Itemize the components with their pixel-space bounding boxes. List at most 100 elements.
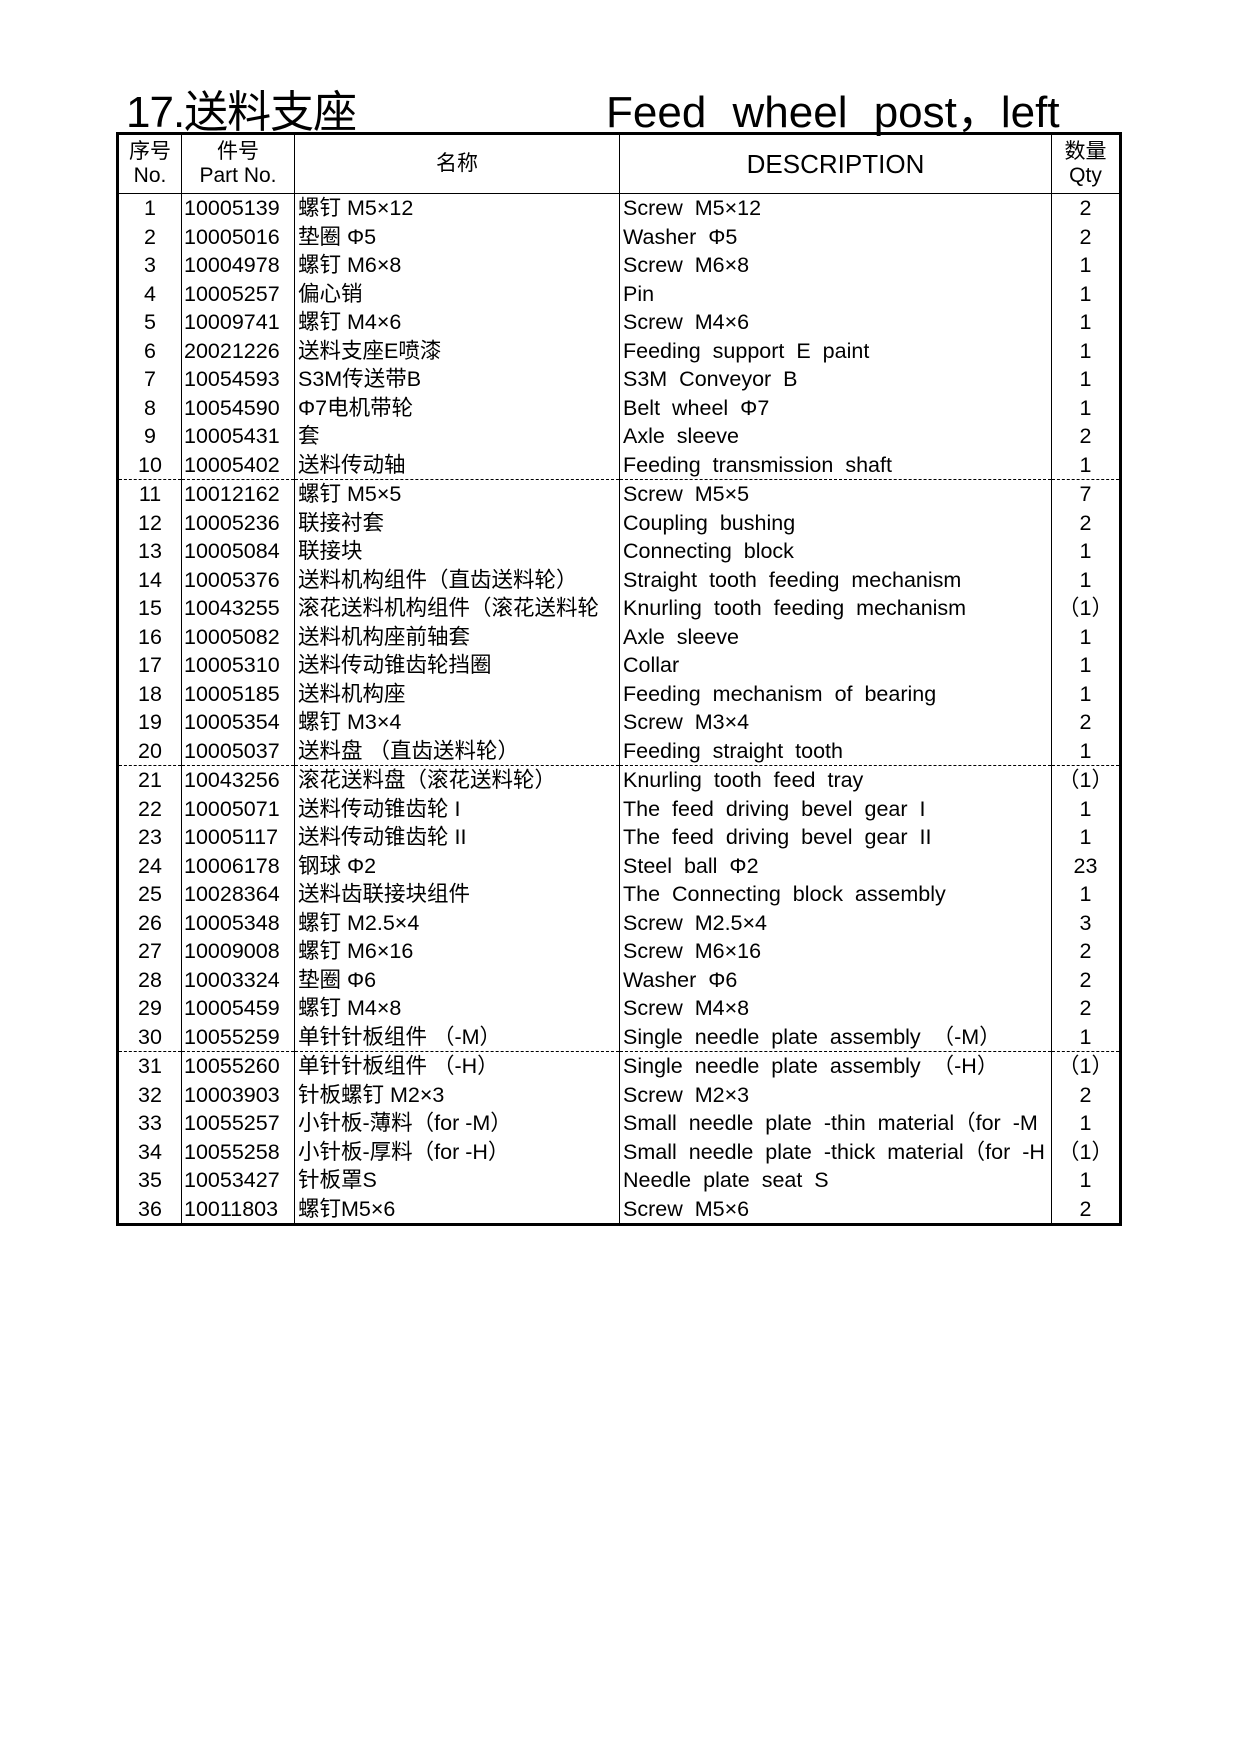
row-number: 28 — [117, 965, 182, 994]
quantity: 2 — [1051, 994, 1121, 1023]
quantity: 2 — [1051, 937, 1121, 966]
part-number: 10011803 — [181, 1194, 295, 1225]
description: Knurling tooth feeding mechanism — [619, 594, 1052, 623]
table-row: 24 10006178 钢球 Φ2 Steel ball Φ2 23 — [117, 851, 1121, 880]
table-row: 12 10005236 联接衬套 Coupling bushing 2 — [117, 508, 1121, 537]
quantity: 2 — [1051, 1080, 1121, 1109]
table-row: 6 20021226 送料支座E喷漆 Feeding support E paint 1 — [117, 336, 1121, 365]
quantity: 3 — [1051, 908, 1121, 937]
row-number: 18 — [117, 679, 182, 708]
table-row: 29 10005459 螺钉 M4×8 Screw M4×8 2 — [117, 994, 1121, 1023]
part-number: 10003324 — [181, 965, 295, 994]
table-row: 22 10005071 送料传动锥齿轮 I The feed driving beve… — [117, 794, 1121, 823]
row-number: 9 — [117, 422, 182, 451]
name-chinese: 送料支座E喷漆 — [294, 336, 620, 365]
description: Screw M2.5×4 — [619, 908, 1052, 937]
row-number: 11 — [117, 479, 182, 509]
description: Screw M3×4 — [619, 708, 1052, 737]
quantity: 1 — [1051, 537, 1121, 566]
name-chinese: 送料传动锥齿轮 II — [294, 823, 620, 852]
name-chinese: 滚花送料盘（滚花送料轮） — [294, 765, 620, 795]
name-chinese: 送料机构组件（直齿送料轮） — [294, 565, 620, 594]
row-number: 6 — [117, 336, 182, 365]
quantity: 2 — [1051, 708, 1121, 737]
description: Steel ball Φ2 — [619, 851, 1052, 880]
row-number: 25 — [117, 880, 182, 909]
table-row: 14 10005376 送料机构组件（直齿送料轮） Straight tooth fe… — [117, 565, 1121, 594]
quantity: 1 — [1051, 308, 1121, 337]
name-chinese: 螺钉 M2.5×4 — [294, 908, 620, 937]
part-number: 10004978 — [181, 251, 295, 280]
quantity: 1 — [1051, 651, 1121, 680]
name-chinese: 垫圈 Φ6 — [294, 965, 620, 994]
header-part: 件号 Part No. — [181, 133, 295, 194]
part-number: 10005236 — [181, 508, 295, 537]
row-number: 13 — [117, 537, 182, 566]
quantity: 1 — [1051, 251, 1121, 280]
name-chinese: 联接块 — [294, 537, 620, 566]
description: Screw M6×16 — [619, 937, 1052, 966]
description: Feeding mechanism of bearing — [619, 679, 1052, 708]
row-number: 21 — [117, 765, 182, 795]
description: Axle sleeve — [619, 422, 1052, 451]
quantity: 7 — [1051, 479, 1121, 509]
name-chinese: 送料盘 （直齿送料轮） — [294, 736, 620, 766]
row-number: 1 — [117, 193, 182, 223]
table-row: 9 10005431 套 Axle sleeve 2 — [117, 422, 1121, 451]
row-number: 31 — [117, 1051, 182, 1081]
part-number: 10005431 — [181, 422, 295, 451]
table-row: 2 10005016 垫圈 Φ5 Washer Φ5 2 — [117, 222, 1121, 251]
name-chinese: 联接衬套 — [294, 508, 620, 537]
part-number: 10005459 — [181, 994, 295, 1023]
table-row: 34 10055258 小针板-厚料（for -H） Small needle pla… — [117, 1137, 1121, 1166]
table-row: 18 10005185 送料机构座 Feeding mechanism of bear… — [117, 679, 1121, 708]
row-number: 8 — [117, 393, 182, 422]
description: Needle plate seat S — [619, 1166, 1052, 1195]
header-no-cn: 序号 — [129, 140, 171, 163]
quantity: 1 — [1051, 565, 1121, 594]
name-chinese: 送料机构座前轴套 — [294, 622, 620, 651]
table-row: 25 10028364 送料齿联接块组件 The Connecting block a… — [117, 880, 1121, 909]
quantity: 1 — [1051, 1166, 1121, 1195]
table-row: 15 10043255 滚花送料机构组件（滚花送料轮 Knurling tooth f… — [117, 594, 1121, 623]
name-chinese: 滚花送料机构组件（滚花送料轮 — [294, 594, 620, 623]
header-qty-en: Qty — [1069, 164, 1102, 187]
name-chinese: 送料齿联接块组件 — [294, 880, 620, 909]
name-chinese: Φ7电机带轮 — [294, 393, 620, 422]
quantity: 1 — [1051, 679, 1121, 708]
header-part-cn: 件号 — [217, 140, 259, 163]
quantity: 1 — [1051, 393, 1121, 422]
row-number: 36 — [117, 1194, 182, 1225]
page-title-chinese: 17.送料支座 — [126, 88, 357, 137]
row-number: 7 — [117, 365, 182, 394]
part-number: 10005016 — [181, 222, 295, 251]
table-row: 16 10005082 送料机构座前轴套 Axle sleeve 1 — [117, 622, 1121, 651]
row-number: 19 — [117, 708, 182, 737]
row-number: 23 — [117, 823, 182, 852]
description: Washer Φ5 — [619, 222, 1052, 251]
name-chinese: S3M传送带B — [294, 365, 620, 394]
table-row: 1 10005139 螺钉 M5×12 Screw M5×12 2 — [117, 193, 1121, 223]
quantity: 1 — [1051, 1022, 1121, 1052]
part-number: 10006178 — [181, 851, 295, 880]
part-number: 10005310 — [181, 651, 295, 680]
header-name-cn: 名称 — [294, 133, 620, 194]
description: Screw M4×6 — [619, 308, 1052, 337]
name-chinese: 螺钉 M5×12 — [294, 193, 620, 223]
name-chinese: 送料机构座 — [294, 679, 620, 708]
row-number: 10 — [117, 450, 182, 480]
quantity: 1 — [1051, 794, 1121, 823]
part-number: 10005117 — [181, 823, 295, 852]
name-chinese: 垫圈 Φ5 — [294, 222, 620, 251]
table-row: 36 10011803 螺钉M5×6 Screw M5×6 2 — [117, 1194, 1121, 1225]
table-row: 17 10005310 送料传动锥齿轮挡圈 Collar 1 — [117, 651, 1121, 680]
description: Feeding support E paint — [619, 336, 1052, 365]
part-number: 10005257 — [181, 279, 295, 308]
part-number: 10055259 — [181, 1022, 295, 1052]
row-number: 4 — [117, 279, 182, 308]
table-row: 8 10054590 Φ7电机带轮 Belt wheel Φ7 1 — [117, 393, 1121, 422]
description: Screw M5×6 — [619, 1194, 1052, 1225]
row-number: 34 — [117, 1137, 182, 1166]
